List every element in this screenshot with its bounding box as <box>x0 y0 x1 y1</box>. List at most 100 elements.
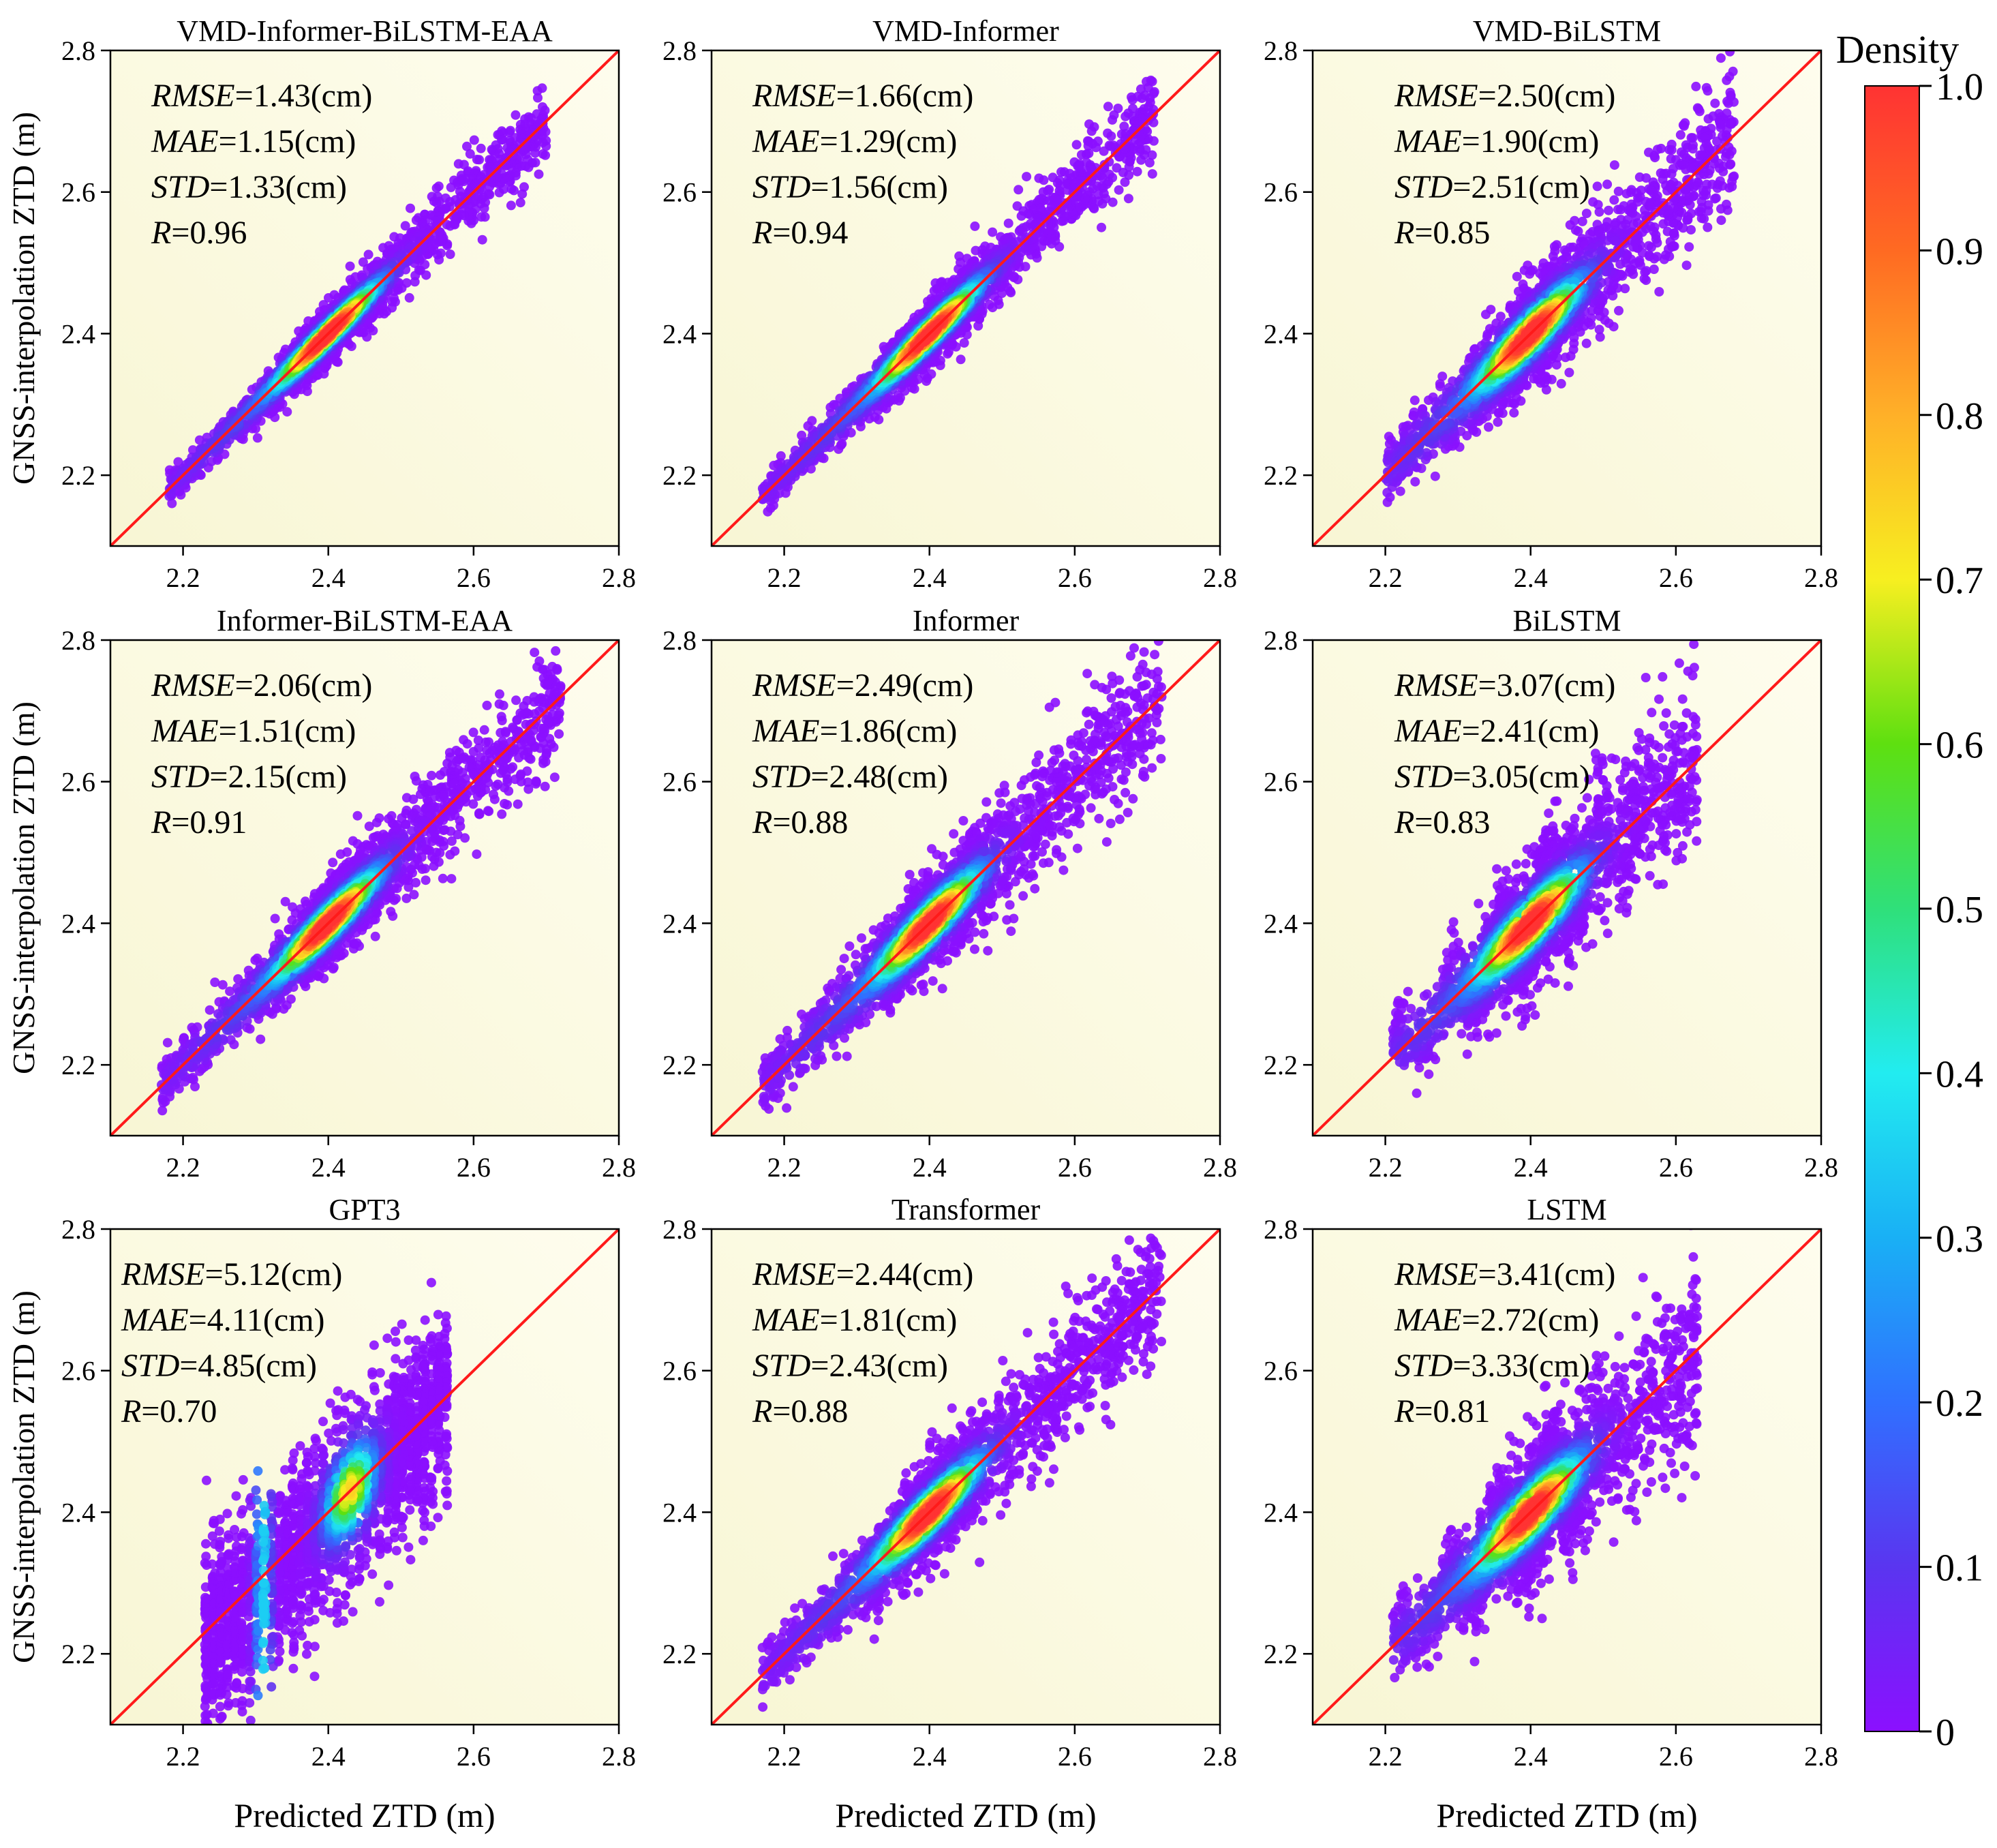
data-point <box>1688 144 1698 154</box>
data-point <box>1650 153 1660 163</box>
data-point <box>446 182 456 192</box>
data-point <box>1564 367 1574 378</box>
data-point <box>404 292 414 303</box>
data-point <box>1640 267 1650 277</box>
x-tick-label: 2.4 <box>311 562 346 593</box>
stat-value: =0.96 <box>171 215 247 251</box>
data-point <box>433 181 444 192</box>
data-point <box>515 198 525 208</box>
data-point <box>445 249 455 259</box>
data-point <box>1493 417 1503 427</box>
data-point <box>1641 173 1651 183</box>
data-point <box>506 200 516 211</box>
data-point <box>1084 149 1094 158</box>
data-point <box>959 338 969 348</box>
data-point <box>1003 218 1013 228</box>
stat-value: =1.33(cm) <box>209 169 347 205</box>
data-point <box>1581 338 1591 348</box>
data-point <box>1409 395 1420 406</box>
stat-text: STD=1.56(cm) <box>752 169 948 205</box>
data-point <box>533 93 543 103</box>
stat-label: RMSE <box>151 78 235 114</box>
data-point <box>1132 166 1142 177</box>
data-point <box>459 177 469 186</box>
data-point <box>477 234 487 245</box>
data-point <box>1716 39 1725 48</box>
y-tick-label: 2.8 <box>61 35 95 66</box>
data-point <box>984 299 994 309</box>
stat-text: R=0.94 <box>752 215 848 251</box>
data-point <box>1703 86 1713 96</box>
plot-frame <box>710 49 1221 547</box>
data-point <box>970 221 980 231</box>
stat-value: =1.29(cm) <box>820 123 958 160</box>
y-tick-label: 2.2 <box>61 460 95 491</box>
data-point <box>1722 75 1732 85</box>
data-point <box>454 198 464 209</box>
data-point <box>519 182 529 192</box>
data-point <box>1594 324 1604 335</box>
x-tick-label: 2.6 <box>457 562 491 593</box>
data-point <box>1716 215 1726 226</box>
data-point <box>1395 486 1405 496</box>
y-tick-label: 2.2 <box>662 460 697 491</box>
data-point <box>1103 102 1113 112</box>
data-point <box>1039 175 1049 185</box>
data-point <box>1681 260 1692 271</box>
data-point <box>465 149 475 159</box>
data-point <box>1121 111 1131 121</box>
stat-label: R <box>752 215 772 251</box>
scatter-panel: 2.2 2.4 2.6 2.82.22.42.62.8VMD-Informer-BiL… <box>6 14 636 593</box>
data-point <box>988 227 998 237</box>
data-point <box>1120 177 1130 187</box>
data-point <box>1123 194 1133 204</box>
data-point <box>167 498 177 509</box>
data-point <box>1430 471 1440 481</box>
data-point <box>1664 244 1673 254</box>
data-point <box>1649 264 1659 274</box>
data-point <box>534 169 544 179</box>
data-point <box>1688 133 1698 143</box>
data-point <box>1728 172 1738 182</box>
data-point <box>1147 150 1157 160</box>
data-point <box>1525 269 1535 279</box>
data-point <box>1114 185 1124 195</box>
data-point <box>1595 332 1605 342</box>
data-point <box>1658 219 1668 229</box>
y-tick-label: 2.6 <box>662 177 697 208</box>
stat-value: =1.66(cm) <box>836 78 974 114</box>
data-point <box>414 265 424 275</box>
data-point <box>1681 164 1691 175</box>
data-point <box>1666 145 1677 155</box>
data-point <box>1686 225 1696 235</box>
scatter-points <box>712 50 1220 546</box>
data-point <box>510 110 521 120</box>
data-point <box>282 407 292 417</box>
y-tick-label: 2.8 <box>662 35 697 66</box>
data-point <box>363 249 374 260</box>
data-point <box>1593 200 1603 210</box>
data-point <box>173 457 183 467</box>
data-point <box>474 155 485 165</box>
stat-label: MAE <box>752 123 820 160</box>
data-point <box>1091 142 1101 153</box>
data-point <box>1581 209 1591 219</box>
data-point <box>1603 285 1613 295</box>
x-tick-label: 2.8 <box>1203 562 1237 593</box>
data-point <box>1486 305 1496 315</box>
plot-frame <box>109 49 620 547</box>
data-point <box>956 354 966 365</box>
scatter-points <box>1313 39 1821 546</box>
data-point <box>1662 226 1673 237</box>
data-point <box>400 221 410 231</box>
data-point <box>462 141 472 151</box>
data-point <box>1144 157 1155 168</box>
y-tick-label: 2.4 <box>61 318 95 349</box>
scatter-panel: 2.2 2.4 2.6 2.82.22.42.62.8VMD-BiLSTMRMSE=2… <box>1264 14 1838 593</box>
data-point <box>1728 97 1739 107</box>
data-point <box>252 433 262 443</box>
data-point <box>1108 115 1117 125</box>
data-point <box>1509 408 1519 418</box>
data-point <box>1691 81 1701 91</box>
